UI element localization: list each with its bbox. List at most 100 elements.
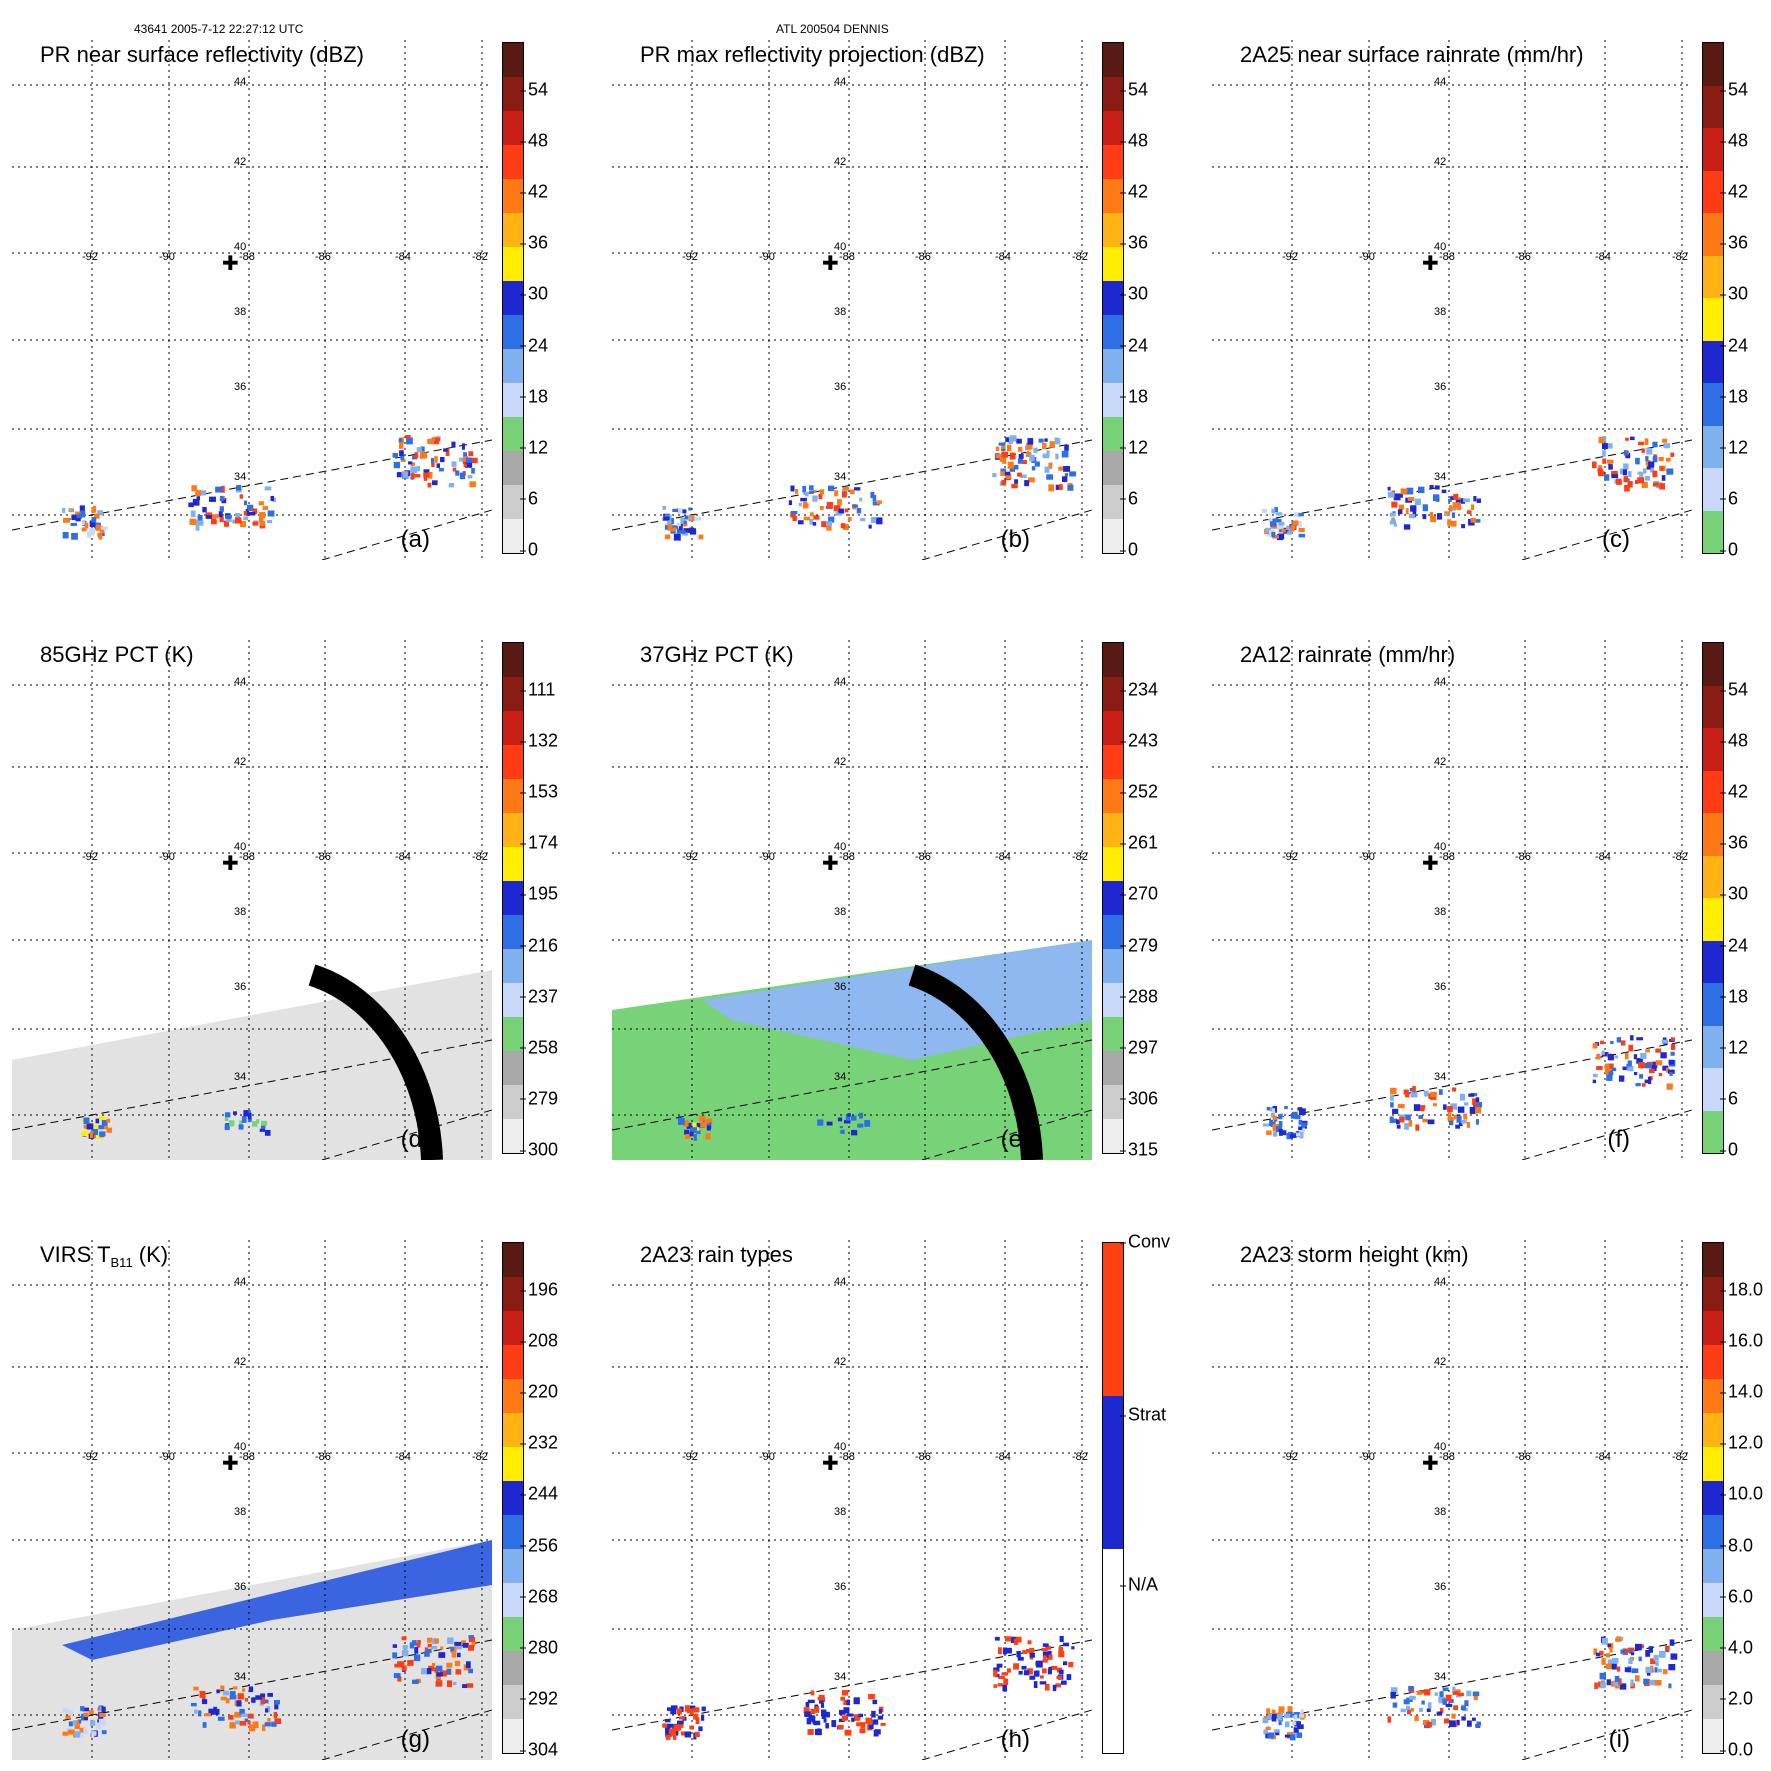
- longitude-label: -84: [995, 1451, 1011, 1463]
- precip-pixel: [1609, 1645, 1613, 1653]
- precip-pixel: [1017, 446, 1023, 452]
- precip-pixel: [471, 1641, 476, 1647]
- colorbar-segment: [1103, 1085, 1123, 1119]
- colorbar-segment: [503, 745, 523, 779]
- precip-pixel: [267, 510, 275, 517]
- precip-pixel: [471, 467, 475, 474]
- longitude-label: -86: [1515, 851, 1531, 863]
- precip-pixel: [455, 1643, 462, 1650]
- precip-pixel: [1048, 462, 1053, 469]
- precip-pixel: [228, 1715, 234, 1720]
- panel-label: (a): [400, 526, 430, 553]
- precip-pixel: [1001, 479, 1007, 486]
- precip-pixel: [850, 1115, 857, 1121]
- precip-pixel: [1044, 438, 1048, 442]
- precip-pixel: [417, 1639, 421, 1645]
- precip-pixel: [839, 1128, 844, 1132]
- precip-pixel: [1470, 504, 1475, 510]
- latitude-label: 42: [1434, 1356, 1446, 1368]
- colorbar-segment: [1103, 179, 1123, 213]
- precip-pixel: [191, 485, 197, 492]
- precip-pixel: [1400, 488, 1407, 495]
- colorbar-segment: [503, 1447, 523, 1481]
- precip-pixel: [821, 1714, 826, 1720]
- longitude-label: -82: [472, 851, 488, 863]
- precip-pixel: [274, 1704, 279, 1710]
- longitude-label: -84: [1595, 1451, 1611, 1463]
- precip-pixel: [1409, 1695, 1416, 1700]
- precip-pixel: [1027, 1668, 1033, 1675]
- precip-pixel: [224, 514, 232, 519]
- precip-pixel: [668, 1728, 675, 1734]
- longitude-label: -92: [1282, 251, 1298, 263]
- precip-pixel: [219, 495, 224, 502]
- precip-pixel: [1665, 1645, 1670, 1651]
- panel-g: ✚ -92 -90 -88 -86 -84 -82 44 42 40 38 36 34 VIRS TB11…: [12, 1240, 558, 1760]
- storm-center-marker: ✚: [822, 1453, 839, 1475]
- precip-pixel: [259, 1128, 265, 1132]
- precip-pixel: [1627, 1647, 1635, 1652]
- precip-pixel: [1640, 1052, 1647, 1059]
- latitude-label: 44: [1434, 76, 1446, 88]
- precip-pixel: [1430, 1094, 1437, 1100]
- precip-pixel: [1466, 1690, 1472, 1697]
- colorbar-tick-label: 36: [1719, 232, 1749, 253]
- precip-pixel: [95, 1118, 100, 1124]
- precip-pixel: [1606, 459, 1614, 464]
- precip-pixel: [1453, 1705, 1459, 1711]
- precip-pixel: [859, 497, 863, 502]
- precip-pixel: [840, 1129, 845, 1134]
- precip-pixel: [101, 526, 108, 530]
- colorbar-segment: [503, 1311, 523, 1345]
- precip-pixel: [434, 456, 438, 463]
- precip-pixel: [667, 517, 672, 525]
- precip-pixel: [466, 1683, 474, 1688]
- precip-pixel: [827, 1112, 833, 1118]
- precip-pixel: [218, 511, 223, 518]
- precip-pixel: [1392, 1702, 1398, 1708]
- precip-pixel: [1415, 1124, 1420, 1131]
- precip-pixel: [1390, 1691, 1396, 1699]
- precip-pixel: [1641, 448, 1645, 453]
- precip-pixel: [790, 510, 798, 515]
- precip-pixel: [1460, 1706, 1466, 1711]
- precip-pixel: [1655, 1048, 1662, 1053]
- colorbar-segment: [1103, 1017, 1123, 1051]
- precip-pixel: [1042, 1643, 1049, 1647]
- precip-pixel: [398, 438, 403, 443]
- precip-pixel: [1650, 1658, 1656, 1665]
- precip-pixel: [1644, 475, 1650, 480]
- precip-pixel: [68, 1709, 73, 1716]
- precip-pixel: [1430, 1091, 1437, 1097]
- precip-pixel: [837, 1724, 844, 1729]
- precip-pixel: [451, 441, 456, 448]
- precip-pixel: [1457, 1106, 1465, 1113]
- precip-pixel: [1390, 1094, 1394, 1101]
- precip-pixel: [101, 1706, 106, 1713]
- precip-pixel: [446, 1662, 453, 1668]
- precip-pixel: [1648, 1646, 1654, 1653]
- colorbar-tick-label: 6: [1719, 488, 1739, 509]
- colorbar-tick-label: 18: [1719, 386, 1749, 407]
- precip-pixel: [698, 1726, 703, 1732]
- precip-pixel: [469, 481, 476, 488]
- precip-pixel: [698, 534, 704, 540]
- precip-pixel: [1611, 474, 1619, 479]
- precip-pixel: [1414, 1715, 1419, 1721]
- precip-pixel: [62, 1707, 67, 1713]
- colorbar-segment: [503, 949, 523, 983]
- precip-pixel: [838, 508, 844, 514]
- precip-pixel: [1455, 499, 1461, 504]
- colorbar-tick-label: 42: [1719, 181, 1749, 202]
- precip-pixel: [1031, 466, 1036, 471]
- precip-pixel: [272, 497, 276, 502]
- precip-pixel: [809, 490, 814, 494]
- precip-pixel: [1627, 1065, 1634, 1072]
- precip-pixel: [409, 1642, 414, 1649]
- precip-pixel: [1476, 498, 1481, 503]
- colorbar-segment: [503, 247, 523, 281]
- precip-pixel: [1298, 1119, 1302, 1125]
- precip-pixel: [1278, 1114, 1283, 1120]
- latitude-label: 34: [834, 1071, 846, 1083]
- colorbar-tick-label: 280: [519, 1637, 559, 1658]
